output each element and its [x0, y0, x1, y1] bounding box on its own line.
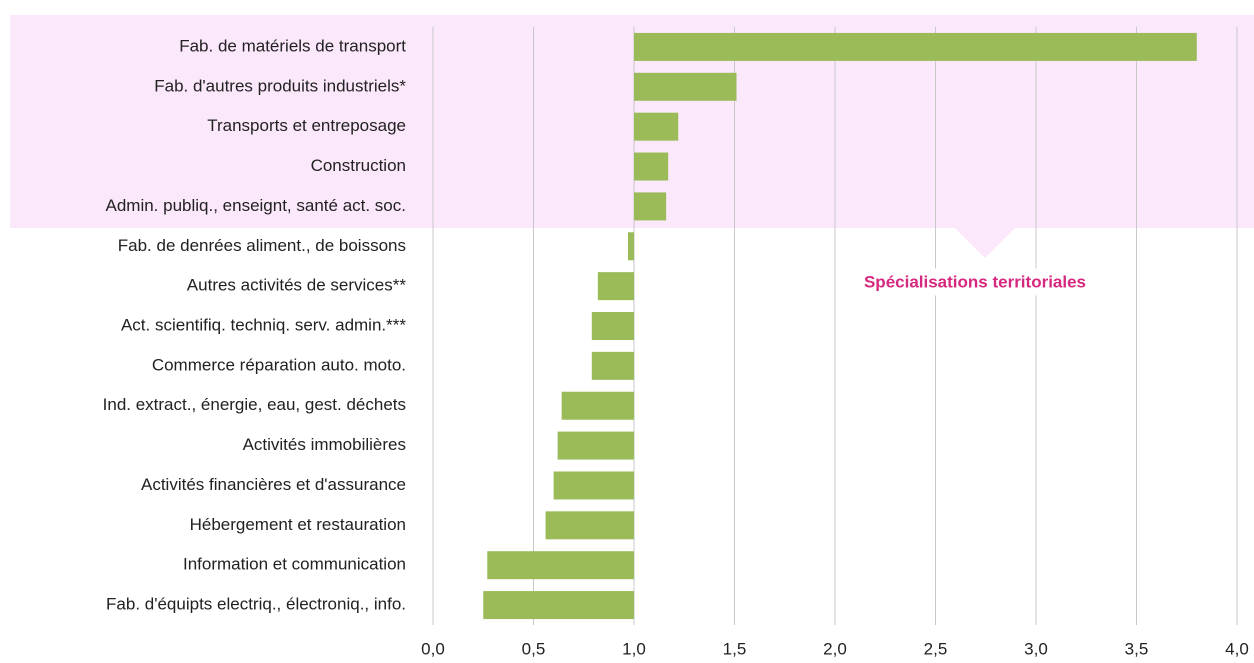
- x-tick-label: 3,0: [1024, 639, 1048, 658]
- x-tick-label: 0,5: [522, 639, 546, 658]
- bar: [634, 152, 669, 181]
- bar: [557, 431, 634, 460]
- y-tick-label: Fab. de denrées aliment., de boissons: [118, 236, 406, 255]
- bar: [634, 32, 1197, 61]
- highlight-pointer: [955, 228, 1015, 258]
- x-tick-label: 0,0: [421, 639, 445, 658]
- bar: [591, 351, 634, 380]
- bar: [487, 551, 634, 580]
- y-tick-label: Admin. publiq., enseignt, santé act. soc…: [105, 196, 406, 215]
- bar: [634, 192, 667, 221]
- bar: [597, 272, 634, 301]
- y-tick-label: Commerce réparation auto. moto.: [152, 355, 406, 374]
- y-tick-label: Ind. extract., énergie, eau, gest. déche…: [103, 395, 406, 414]
- y-tick-label: Autres activités de services**: [187, 276, 407, 295]
- bar: [591, 312, 634, 340]
- bar: [545, 511, 634, 540]
- x-tick-label: 3,5: [1125, 639, 1149, 658]
- x-tick-label: 1,5: [723, 639, 747, 658]
- y-tick-label: Information et communication: [183, 555, 406, 574]
- x-tick-label: 2,0: [823, 639, 847, 658]
- y-tick-label: Hébergement et restauration: [190, 515, 406, 534]
- bar: [627, 232, 634, 261]
- annotation-bg: [855, 268, 1095, 296]
- bar: [553, 471, 634, 500]
- y-tick-label: Fab. d'équipts electriq., électroniq., i…: [106, 595, 406, 614]
- bar: [634, 72, 737, 101]
- bar: [561, 391, 634, 420]
- annotation: Spécialisations territoriales: [864, 272, 1086, 291]
- x-tick-label: 4,0: [1225, 639, 1249, 658]
- y-tick-label: Transports et entreposage: [207, 116, 406, 135]
- y-tick-label: Act. scientifiq. techniq. serv. admin.**…: [121, 315, 406, 334]
- x-tick-label: 2,5: [924, 639, 948, 658]
- bar: [483, 591, 634, 620]
- x-tick-label: 1,0: [622, 639, 646, 658]
- y-tick-label: Construction: [311, 156, 406, 175]
- y-tick-label: Activités financières et d'assurance: [141, 475, 406, 494]
- bar: [634, 112, 679, 141]
- y-tick-label: Fab. de matériels de transport: [179, 36, 406, 55]
- y-tick-label: Activités immobilières: [243, 435, 406, 454]
- y-tick-label: Fab. d'autres produits industriels*: [154, 76, 406, 95]
